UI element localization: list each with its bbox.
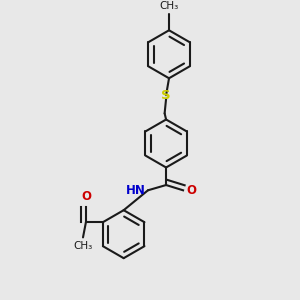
Text: HN: HN <box>126 184 146 197</box>
Text: O: O <box>186 184 196 197</box>
Text: O: O <box>81 190 91 203</box>
Text: CH₃: CH₃ <box>159 1 178 11</box>
Text: S: S <box>161 89 171 102</box>
Text: CH₃: CH₃ <box>74 242 93 251</box>
